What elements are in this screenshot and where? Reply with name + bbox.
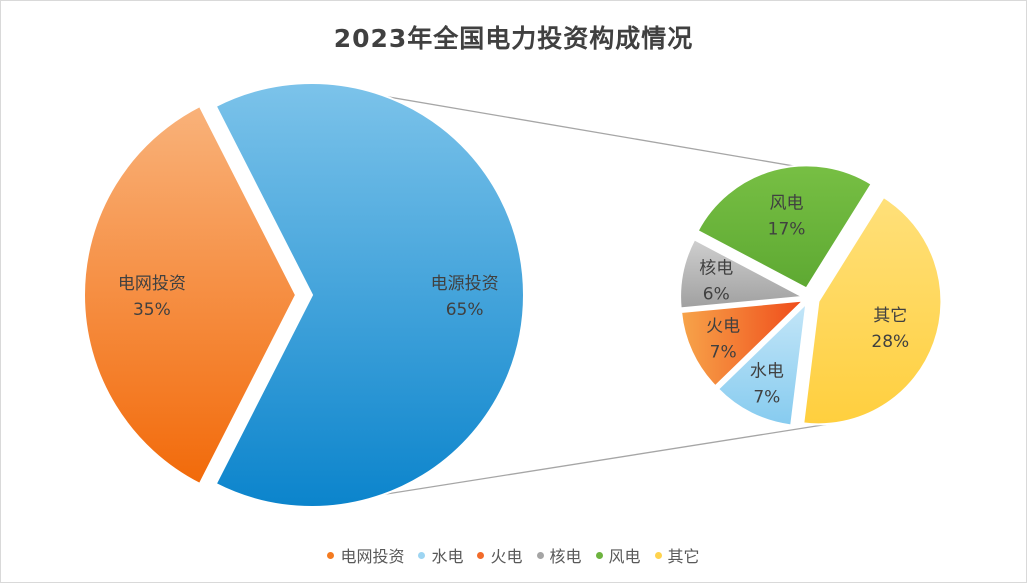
connector-line-top bbox=[335, 87, 830, 173]
sub-slice-wind bbox=[696, 164, 873, 290]
data-label-grid-investment-name: 电网投资 bbox=[118, 274, 186, 294]
main-slice-grid-investment bbox=[83, 104, 298, 486]
legend-label-grid-investment: 电网投资 bbox=[340, 547, 405, 566]
main-slice-power-source-investment bbox=[214, 82, 526, 508]
legend-item-hydro: 水电 bbox=[418, 543, 463, 567]
sub-slice-hydro bbox=[716, 300, 808, 427]
legend-label-other: 其它 bbox=[667, 547, 700, 566]
data-label-thermal-name: 火电 bbox=[706, 317, 740, 337]
legend-item-nuclear: 核电 bbox=[536, 543, 582, 567]
data-label-grid-investment-value: 35% bbox=[133, 300, 171, 320]
legend-label-hydro: 水电 bbox=[431, 547, 464, 566]
legend-item-thermal: 火电 bbox=[477, 543, 523, 567]
legend-swatch-other bbox=[654, 551, 662, 559]
legend-item-other: 其它 bbox=[654, 543, 700, 567]
data-label-other-value: 28% bbox=[871, 332, 909, 352]
data-label-other-name: 其它 bbox=[873, 306, 907, 326]
legend-label-nuclear: 核电 bbox=[549, 547, 582, 566]
data-label-nuclear-value: 6% bbox=[703, 285, 730, 305]
legend-item-wind: 风电 bbox=[595, 543, 641, 567]
legend-swatch-wind bbox=[595, 551, 603, 559]
legend-swatch-nuclear bbox=[536, 551, 544, 559]
data-label-power-source-investment-value: 65% bbox=[446, 300, 484, 320]
sub-slice-thermal bbox=[680, 299, 807, 388]
legend-item-grid-investment: 电网投资 bbox=[327, 543, 404, 567]
sub-slice-other bbox=[802, 195, 943, 426]
chart-title: 2023年全国电力投资构成情况 bbox=[333, 24, 694, 53]
legend-swatch-thermal bbox=[477, 551, 485, 559]
data-label-wind-name: 风电 bbox=[770, 194, 804, 214]
data-label-hydro-value: 7% bbox=[753, 388, 780, 408]
legend: 电网投资 水电 火电 核电 风电 其它 bbox=[1, 543, 1026, 567]
data-label-wind-value: 17% bbox=[768, 220, 806, 240]
data-label-nuclear-name: 核电 bbox=[699, 259, 733, 279]
sub-slice-nuclear bbox=[679, 238, 807, 310]
legend-label-wind: 风电 bbox=[608, 547, 641, 566]
legend-swatch-hydro bbox=[418, 551, 426, 559]
legend-swatch-grid-investment bbox=[327, 551, 335, 559]
data-label-hydro-name: 水电 bbox=[750, 362, 784, 382]
legend-label-thermal: 火电 bbox=[490, 547, 523, 566]
connector-line-bottom bbox=[335, 423, 830, 503]
data-label-power-source-investment-name: 电源投资 bbox=[431, 274, 499, 294]
data-label-thermal-value: 7% bbox=[710, 343, 737, 363]
